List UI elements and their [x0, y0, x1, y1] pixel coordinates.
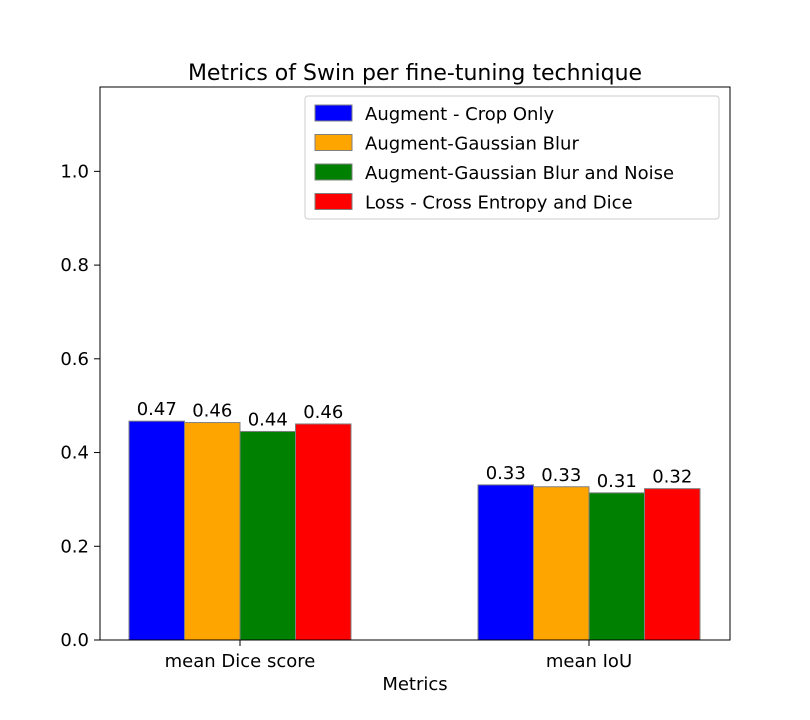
legend-label-3: Augment-Gaussian Blur and Noise: [365, 163, 674, 184]
data-label-2-2: 0.33: [541, 465, 581, 486]
y-tick-label: 1.0: [60, 161, 89, 182]
x-axis-label: Metrics: [382, 674, 447, 695]
data-label-1-1: 0.47: [137, 399, 177, 420]
data-label-1-2: 0.33: [486, 463, 526, 484]
legend-swatch-1: [314, 104, 353, 122]
x-tick-label: mean IoU: [546, 651, 632, 672]
bar-2-1: [184, 422, 241, 641]
plot-frame: [99, 86, 731, 641]
y-tick-label: 0.0: [60, 630, 89, 651]
y-tick-label: 0.4: [60, 443, 89, 464]
data-label-3-1: 0.44: [248, 409, 288, 430]
y-tick-label: 0.6: [60, 349, 89, 370]
plot-area: 0.47 0.33 0.46 0.33 0.44 0.31 0.46 0.32: [99, 86, 731, 641]
bar-3-1: [239, 430, 296, 641]
bar-1-2: [477, 484, 534, 641]
legend-box: [304, 95, 720, 220]
legend-swatch-3: [314, 163, 353, 181]
bar-3-2: [588, 492, 645, 641]
chart-title: Metrics of Swin per fine-tuning techniqu…: [188, 61, 642, 86]
legend-swatch-2: [314, 134, 353, 151]
x-tick-label: mean Dice score: [165, 651, 316, 672]
legend-label-2: Augment-Gaussian Blur: [365, 134, 579, 155]
legend-label-1: Augment - Crop Only: [365, 104, 554, 125]
bar-4-1: [295, 423, 352, 641]
data-label-4-1: 0.46: [303, 402, 343, 423]
data-label-2-1: 0.46: [192, 401, 232, 422]
y-tick-label: 0.2: [60, 536, 89, 557]
bar-2-2: [533, 486, 590, 641]
data-label-4-2: 0.32: [652, 467, 692, 488]
legend-swatch-4: [314, 193, 353, 210]
legend-label-4: Loss - Cross Entropy and Dice: [365, 193, 633, 214]
x-axis: mean Dice score mean IoU: [165, 640, 632, 672]
bar-1-1: [128, 420, 185, 641]
y-axis: 0.0 0.2 0.4 0.6 0.8 1.0: [60, 161, 100, 651]
data-label-3-2: 0.31: [597, 471, 637, 492]
y-tick-label: 0.8: [60, 255, 89, 276]
legend: Augment - Crop Only Augment-Gaussian Blur…: [304, 95, 720, 220]
bar-4-2: [644, 488, 701, 641]
